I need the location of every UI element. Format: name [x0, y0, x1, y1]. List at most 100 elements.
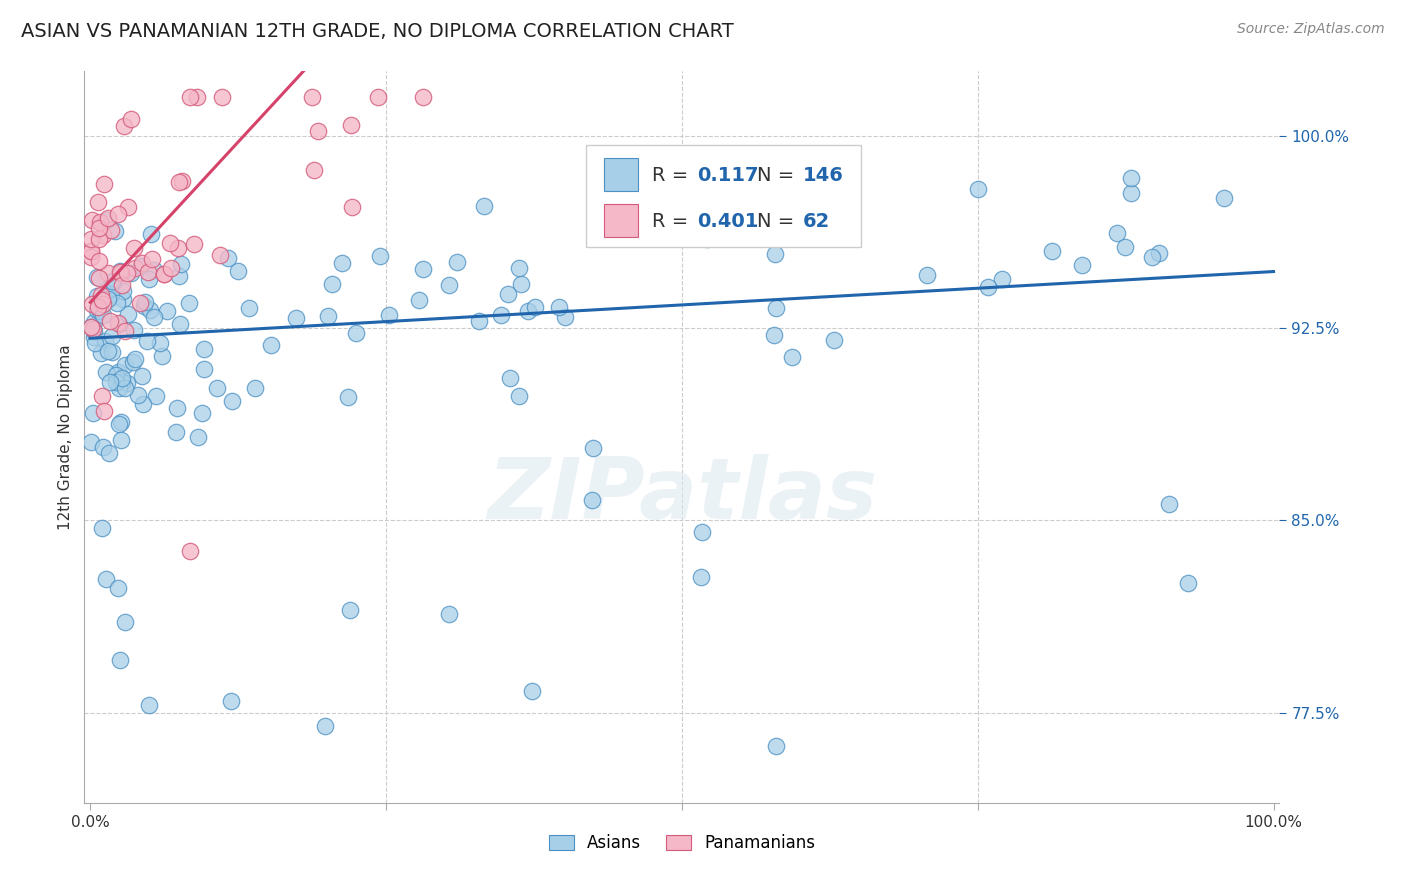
Point: [153, 267, 176, 281]
Point: [104, 224, 127, 238]
Point: [156, 304, 179, 318]
Point: [344, 326, 367, 340]
Point: [90, 345, 112, 359]
Point: [796, 204, 818, 219]
Point: [339, 603, 361, 617]
Point: [117, 307, 139, 321]
Point: [321, 277, 343, 291]
Text: Source: ZipAtlas.com: Source: ZipAtlas.com: [1237, 22, 1385, 37]
Point: [117, 200, 139, 214]
Point: [1177, 576, 1199, 591]
Point: [90, 287, 112, 301]
Point: [112, 293, 135, 307]
Point: [548, 300, 571, 314]
Text: N =: N =: [758, 166, 800, 186]
Point: [143, 263, 166, 277]
Point: [80, 297, 103, 311]
Point: [412, 90, 434, 104]
Point: [100, 286, 122, 301]
Point: [115, 266, 138, 280]
Text: 0.117: 0.117: [697, 166, 759, 186]
Point: [342, 200, 364, 214]
Point: [97, 445, 120, 459]
Point: [82, 213, 104, 227]
Point: [243, 381, 266, 395]
Point: [967, 182, 990, 196]
Point: [97, 211, 120, 226]
Point: [1040, 244, 1063, 259]
Point: [138, 272, 160, 286]
Point: [520, 683, 543, 698]
Point: [314, 719, 336, 733]
Point: [193, 361, 215, 376]
Point: [82, 322, 104, 336]
Point: [124, 241, 146, 255]
Point: [97, 292, 120, 306]
Point: [80, 434, 103, 449]
Point: [468, 314, 491, 328]
Point: [367, 90, 389, 104]
Point: [474, 199, 496, 213]
Point: [97, 266, 120, 280]
Point: [284, 311, 307, 326]
Point: [108, 264, 131, 278]
Point: [90, 521, 112, 535]
Point: [226, 264, 249, 278]
Point: [516, 304, 538, 318]
Point: [136, 264, 159, 278]
Point: [339, 118, 361, 132]
Point: [582, 441, 605, 455]
Point: [110, 415, 132, 429]
Point: [90, 389, 112, 403]
Point: [131, 397, 153, 411]
Point: [111, 375, 134, 389]
Point: [107, 207, 129, 221]
Point: [87, 195, 110, 210]
Point: [83, 329, 105, 343]
Point: [696, 232, 718, 246]
Point: [101, 328, 124, 343]
Point: [1105, 226, 1128, 240]
Point: [489, 309, 512, 323]
Point: [524, 300, 547, 314]
Point: [96, 213, 118, 227]
FancyBboxPatch shape: [586, 145, 862, 247]
Point: [80, 232, 103, 246]
Point: [1140, 250, 1163, 264]
Point: [110, 266, 132, 280]
Point: [111, 371, 134, 385]
Point: [1070, 258, 1092, 272]
Point: [378, 308, 401, 322]
Point: [186, 90, 208, 104]
Point: [115, 376, 138, 390]
Point: [94, 334, 117, 349]
Point: [765, 739, 787, 754]
Point: [179, 90, 201, 104]
Point: [86, 302, 108, 317]
Point: [368, 249, 391, 263]
Point: [98, 314, 121, 328]
Point: [437, 607, 460, 622]
Point: [219, 694, 242, 708]
FancyBboxPatch shape: [605, 158, 638, 191]
Point: [193, 342, 215, 356]
Point: [101, 274, 124, 288]
Point: [132, 299, 155, 313]
Point: [80, 244, 103, 259]
Point: [114, 324, 136, 338]
Point: [120, 112, 142, 126]
Y-axis label: 12th Grade, No Diploma: 12th Grade, No Diploma: [58, 344, 73, 530]
Point: [260, 337, 283, 351]
Point: [690, 525, 713, 540]
Point: [93, 177, 115, 191]
Point: [765, 247, 787, 261]
Point: [412, 261, 434, 276]
Point: [221, 394, 243, 409]
Point: [191, 406, 214, 420]
Point: [990, 272, 1012, 286]
Point: [689, 570, 711, 584]
Point: [97, 344, 120, 359]
Point: [148, 336, 170, 351]
Text: ASIAN VS PANAMANIAN 12TH GRADE, NO DIPLOMA CORRELATION CHART: ASIAN VS PANAMANIAN 12TH GRADE, NO DIPLO…: [21, 22, 734, 41]
Point: [107, 366, 129, 380]
